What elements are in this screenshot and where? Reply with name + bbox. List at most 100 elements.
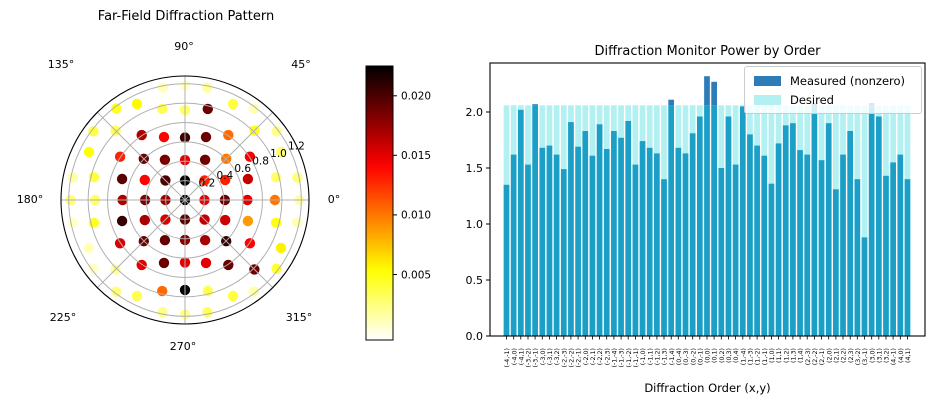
bar-measured [890,162,896,336]
bar-measured [553,154,560,336]
x-tick-label: (1,3) [791,348,798,363]
bar-measured [761,155,768,336]
x-tick-label: (2,-1) [819,348,826,365]
polar-dot [275,146,287,158]
polar-dot [116,215,128,227]
polar-dot [242,215,254,227]
bar-measured [782,125,789,337]
bar-measured [883,175,889,336]
bar-measured [575,146,581,336]
y-tick-label: 0.0 [466,330,484,343]
bar-measured [868,105,875,336]
bar-measured [732,164,739,336]
bar-measured [618,137,624,336]
bar-measured [632,164,639,336]
bar-measured-overflow [704,76,710,106]
bar-measured [811,105,818,336]
polar-dot [139,174,150,186]
y-tick-label: 2.0 [466,106,484,119]
bar-measured [775,143,782,336]
colorbar-gradient [366,66,393,340]
polar-dot [157,82,168,94]
x-tick-label: (-1,-1) [633,348,640,367]
bar-measured [739,106,746,337]
bar-measured [546,145,553,336]
x-tick-label: (2,-3) [805,348,812,365]
bar-measured [510,154,517,336]
polar-angle-tick-label: 90° [174,40,194,53]
x-tick-label: (-2,-2) [569,348,576,367]
y-tick-label: 1.0 [466,218,484,231]
polar-dot [292,172,303,183]
polar-dot [83,146,95,158]
x-tick-label: (-1,2) [655,348,662,365]
bar-axes: (-4,-1) (-4,0) (-4,1) (-3,-2) (-3,-1) (-3,0)(… [466,62,926,367]
polar-dot [227,98,239,110]
x-tick-label: (-1,3) [662,348,669,365]
x-tick-label: (0,2) [719,348,726,363]
x-tick-label: (3,-1) [862,348,869,365]
bar-measured [718,168,725,336]
bar-measured [754,145,760,336]
x-tick-label: (0,-4) [676,348,683,365]
bar-measured [833,189,839,336]
polar-dot [158,131,170,143]
x-tick-label: (-2,1) [590,348,597,365]
polar-dot [88,263,99,274]
polar-radial-tick-label: 1.0 [270,148,287,160]
x-tick-label: (1,1) [776,348,783,363]
bar-measured [503,184,510,336]
polar-dot [220,174,231,186]
x-tick-label: (-2,-1) [576,348,583,367]
x-tick-label: (1,0) [769,348,776,363]
polar-dot [220,214,231,226]
legend: Measured (nonzero) Desired [744,66,922,114]
polar-dot [159,154,171,165]
legend-label-desired: Desired [790,92,834,107]
polar-dot [200,131,212,143]
legend-swatch-desired-icon [754,94,781,105]
bar-measured [711,105,717,336]
bar-measured [804,154,811,336]
x-tick-label: (0,-1) [697,348,704,365]
polar-dot [111,286,122,297]
colorbar-tick-label: 0.005 [401,269,431,281]
polar-radial-tick-label: 0.4 [216,170,233,182]
x-tick-label: (0,1) [712,348,719,363]
polar-dot [271,263,282,274]
bar-measured [661,179,667,336]
bar-measured [768,183,775,336]
x-tick-label: (-1,4) [669,348,676,365]
bar-measured [603,149,610,336]
polar-dot [159,235,171,246]
x-tick-label: (2,-2) [812,348,819,365]
bar-desired [861,105,868,336]
bar-measured [654,153,660,336]
bar-measured [897,154,904,336]
bar-chart-x-axis-label: Diffraction Order (x,y) [644,381,771,395]
polar-dot [131,290,143,302]
colorbar-tick-label: 0.010 [401,210,431,222]
x-tick-label: (-2,2) [597,348,604,365]
x-tick-label: (0,0) [705,348,712,363]
polar-dot [131,98,143,110]
polar-dot [139,214,150,226]
polar-dot [116,173,128,185]
x-tick-label: (4,0) [898,348,905,363]
x-tick-label: (-2,3) [604,348,611,365]
polar-dot [275,242,287,254]
x-tick-label: (1,4) [798,348,805,363]
polar-angle-tick-label: 225° [50,311,77,324]
polar-dot [83,242,95,254]
bar-measured [517,109,524,336]
bar-measured [790,123,796,336]
legend-item-measured: Measured (nonzero) [754,74,912,88]
polar-dot [199,235,211,246]
y-tick-label: 1.5 [466,162,484,175]
x-tick-label: (-2,-3) [561,348,568,367]
colorbar: 0.005 0.010 0.015 0.020 [365,65,431,341]
bar-chart-title: Diffraction Monitor Power by Order [594,44,821,59]
polar-dot [157,307,168,318]
bar-measured-overflow [532,104,538,106]
